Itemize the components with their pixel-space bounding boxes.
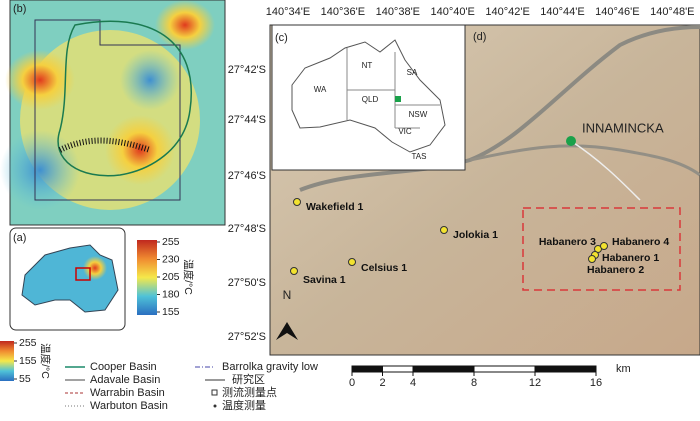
legend-label: Adavale Basin bbox=[90, 374, 160, 386]
well-marker bbox=[293, 198, 301, 206]
colorbar-label: 205 bbox=[162, 271, 180, 283]
well-label: Jolokia 1 bbox=[453, 229, 498, 241]
colorbar-title: 温度/°C bbox=[39, 343, 52, 379]
colorbar-label: 180 bbox=[162, 288, 180, 300]
scale-segment bbox=[534, 365, 597, 373]
lon-label: 140°46'E bbox=[595, 6, 639, 18]
well-label: Habanero 2 bbox=[587, 264, 644, 276]
scale-segment bbox=[351, 365, 383, 373]
state-label: SA bbox=[407, 68, 418, 77]
state-label: NSW bbox=[409, 110, 428, 119]
well-marker bbox=[440, 226, 448, 234]
colorbar-label: 155 bbox=[19, 355, 37, 367]
panel-c: (c) bbox=[271, 24, 466, 171]
legend-label: Barrolka gravity low bbox=[222, 361, 318, 373]
colorbar-label: 255 bbox=[19, 337, 37, 349]
well-label: Habanero 1 bbox=[602, 252, 659, 264]
well-marker bbox=[588, 255, 596, 263]
lat-label: 27°50'S bbox=[228, 277, 266, 289]
panel-a: (a) bbox=[9, 227, 126, 331]
legend-label: 测流测量点 bbox=[222, 385, 277, 399]
lon-label: 140°38'E bbox=[376, 6, 420, 18]
panel-b: (b) bbox=[0, 0, 226, 226]
colorbar-label: 230 bbox=[162, 253, 180, 265]
legend-label: 研究区 bbox=[232, 372, 265, 386]
well-label: Celsius 1 bbox=[361, 262, 407, 274]
lon-label: 140°42'E bbox=[485, 6, 529, 18]
panel-label: (a) bbox=[13, 232, 26, 244]
panel-label: (d) bbox=[473, 31, 486, 43]
lon-label: 140°44'E bbox=[540, 6, 584, 18]
scale-segment bbox=[412, 365, 475, 373]
state-label: NT bbox=[362, 61, 373, 70]
state-label: WA bbox=[314, 85, 327, 94]
well-label: Habanero 3 bbox=[539, 236, 596, 248]
scale-label: 4 bbox=[410, 377, 416, 389]
lon-label: 140°36'E bbox=[321, 6, 365, 18]
well-marker bbox=[348, 258, 356, 266]
lat-label: 27°46'S bbox=[228, 170, 266, 182]
scale-label: 0 bbox=[349, 377, 355, 389]
lon-label: 140°34'E bbox=[266, 6, 310, 18]
panel-label: (b) bbox=[13, 3, 26, 15]
scale-label: 2 bbox=[379, 377, 385, 389]
colorbar-label: 155 bbox=[162, 306, 180, 318]
colorbar-title: 温度/°C bbox=[182, 259, 195, 295]
lat-label: 27°42'S bbox=[228, 64, 266, 76]
north-label: N bbox=[283, 288, 292, 302]
scale-label: 16 bbox=[590, 377, 602, 389]
state-label: VIC bbox=[398, 127, 412, 136]
scale-label: 8 bbox=[471, 377, 477, 389]
legend-label: Cooper Basin bbox=[90, 361, 157, 373]
town-label: INNAMINCKA bbox=[582, 120, 664, 135]
lat-label: 27°52'S bbox=[228, 331, 266, 343]
scale-unit: km bbox=[616, 363, 631, 375]
scale-segment bbox=[473, 365, 536, 373]
lat-label: 27°48'S bbox=[228, 223, 266, 235]
colorbar bbox=[0, 341, 14, 381]
legend-label: 温度测量 bbox=[222, 398, 266, 412]
well-label: Savina 1 bbox=[303, 274, 346, 286]
legend-label: Warrabin Basin bbox=[90, 387, 165, 399]
legend-label: Warbuton Basin bbox=[90, 400, 168, 412]
town-marker bbox=[566, 136, 576, 146]
well-marker bbox=[600, 242, 608, 250]
study-area bbox=[522, 207, 681, 291]
well-label: Wakefield 1 bbox=[306, 201, 364, 213]
colorbar-label: 55 bbox=[19, 373, 31, 385]
lon-label: 140°48'E bbox=[650, 6, 694, 18]
well-label: Habanero 4 bbox=[612, 236, 669, 248]
well-marker bbox=[290, 267, 298, 275]
lon-label: 140°40'E bbox=[430, 6, 474, 18]
legend bbox=[65, 366, 225, 408]
state-label: TAS bbox=[412, 152, 427, 161]
lat-label: 27°44'S bbox=[228, 114, 266, 126]
colorbar-label: 255 bbox=[162, 236, 180, 248]
north-arrow bbox=[276, 322, 298, 340]
state-label: QLD bbox=[362, 95, 379, 104]
scale-label: 12 bbox=[529, 377, 541, 389]
panel-label: (c) bbox=[275, 32, 288, 44]
colorbar bbox=[137, 240, 157, 315]
scale-segment bbox=[382, 365, 414, 373]
